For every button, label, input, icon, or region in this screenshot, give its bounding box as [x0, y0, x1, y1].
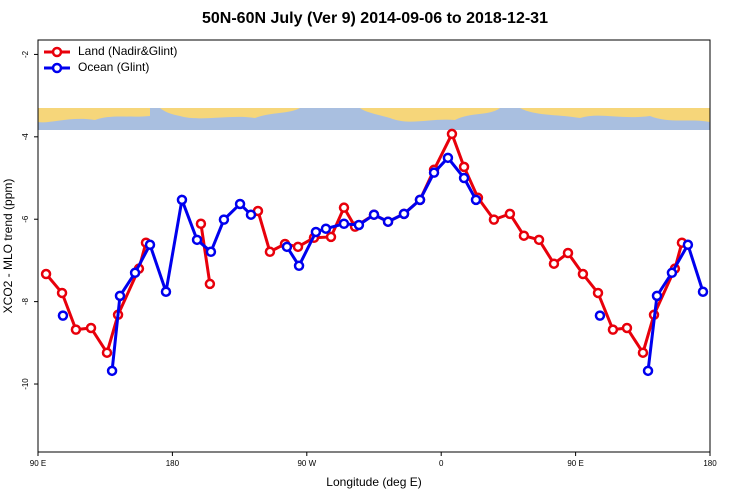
data-point: [293, 260, 305, 272]
data-point: [144, 239, 156, 251]
x-axis-label: Longitude (deg E): [326, 475, 421, 489]
data-point: [205, 246, 217, 258]
series-line: [110, 155, 705, 372]
data-point: [518, 230, 530, 241]
data-point: [264, 246, 276, 258]
data-point: [504, 208, 516, 220]
legend-label: Land (Nadir&Glint): [78, 44, 177, 58]
data-point: [245, 209, 257, 220]
data-point: [368, 209, 380, 220]
data-point: [414, 194, 426, 206]
data-point: [70, 324, 82, 335]
data-point: [446, 128, 458, 140]
data-point: [234, 198, 246, 210]
data-point: [101, 347, 113, 358]
data-point: [338, 218, 350, 230]
data-point: [338, 202, 350, 213]
x-tick-label: 180: [166, 459, 180, 468]
data-point: [458, 172, 470, 184]
chart-title: 50N-60N July (Ver 9) 2014-09-06 to 2018-…: [202, 10, 548, 27]
data-point: [176, 194, 188, 206]
data-point: [637, 347, 649, 358]
data-point: [548, 258, 560, 269]
data-point: [160, 286, 172, 297]
data-point: [621, 322, 633, 334]
data-point: [642, 365, 654, 377]
x-tick-label: 0: [439, 459, 444, 468]
data-point: [651, 290, 663, 302]
data-point: [281, 241, 293, 253]
y-tick-label: -6: [21, 215, 30, 223]
y-tick-label: -8: [21, 298, 30, 306]
data-point: [442, 152, 454, 164]
x-tick-label: 90 W: [297, 459, 316, 468]
x-tick-label: 90 E: [567, 459, 583, 468]
data-point: [594, 310, 606, 321]
data-point: [592, 287, 604, 299]
x-tick-label: 90 E: [30, 459, 46, 468]
x-tick-label: 180: [703, 459, 717, 468]
data-point: [607, 324, 619, 335]
data-point: [382, 216, 394, 227]
data-point: [310, 226, 322, 238]
data-point: [292, 241, 304, 253]
data-point: [398, 208, 410, 220]
data-point: [562, 247, 574, 259]
legend-label: Ocean (Glint): [78, 60, 149, 74]
data-point: [320, 223, 332, 234]
data-point: [470, 194, 482, 206]
data-point: [428, 167, 440, 178]
data-point: [204, 278, 216, 290]
data-point: [218, 214, 230, 225]
data-point: [458, 161, 470, 173]
data-point: [129, 267, 141, 279]
data-point: [682, 239, 694, 251]
map-strip: [38, 108, 710, 130]
data-point: [195, 218, 207, 230]
data-point: [488, 214, 500, 225]
y-tick-label: -2: [21, 50, 30, 58]
data-point: [85, 322, 97, 334]
legend-marker: [51, 62, 63, 74]
data-point: [697, 286, 709, 297]
data-point: [191, 234, 203, 246]
data-point: [40, 268, 52, 280]
data-point: [325, 231, 337, 243]
data-point: [114, 290, 126, 302]
y-axis-label: XCO2 - MLO trend (ppm): [1, 179, 15, 314]
plot-frame: [37, 39, 711, 453]
y-tick-label: -4: [21, 133, 30, 141]
data-point: [56, 287, 68, 299]
data-point: [533, 234, 545, 246]
data-point: [106, 365, 118, 377]
data-point: [353, 219, 365, 231]
legend: Land (Nadir&Glint) Ocean (Glint): [44, 44, 177, 74]
y-tick-label: -10: [21, 378, 30, 390]
data-point: [577, 268, 589, 280]
data-point: [666, 267, 678, 279]
data-point: [57, 310, 69, 321]
legend-marker: [51, 46, 63, 58]
